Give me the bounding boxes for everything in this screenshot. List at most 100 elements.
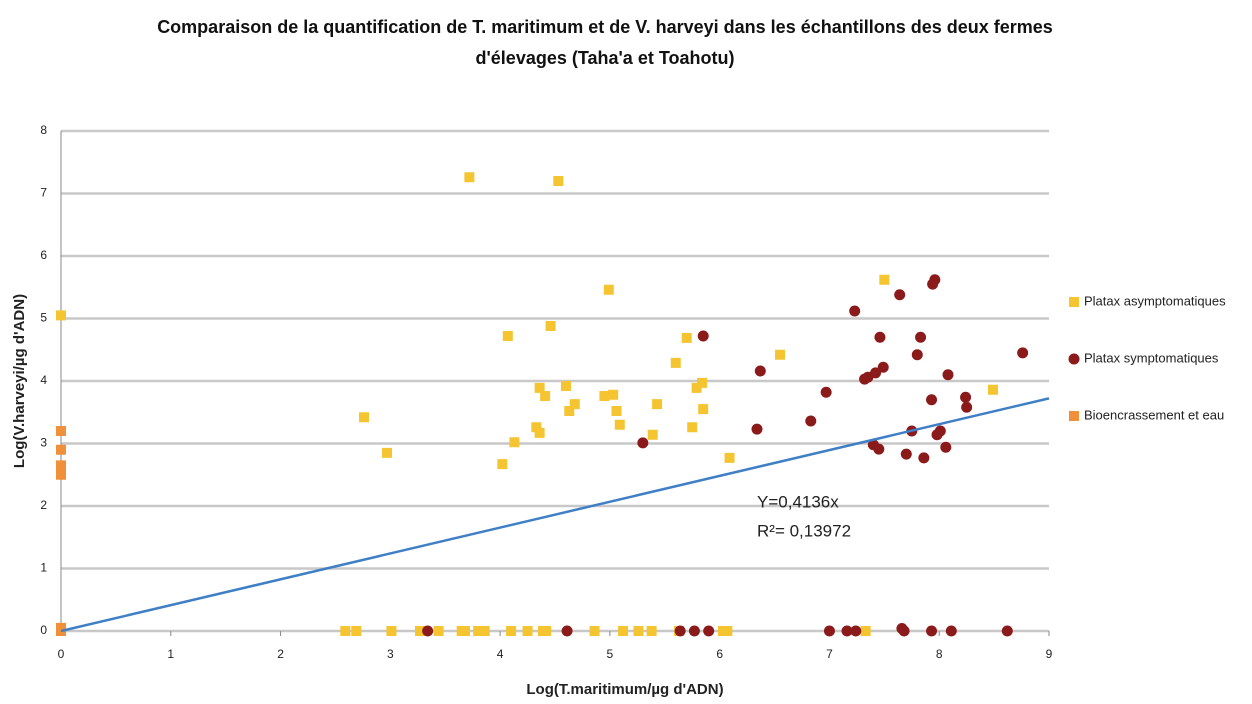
data-point [589,626,600,636]
data-point [564,406,575,416]
data-point [898,625,910,637]
data-point [569,399,580,410]
legend-marker [1069,297,1079,307]
data-point [618,626,629,636]
data-point [414,626,425,636]
data-point [688,625,700,637]
data-point [611,406,622,416]
data-point [960,391,972,403]
data-point [687,422,698,433]
data-point [473,626,484,636]
data-point [603,284,614,295]
data-point [614,419,625,430]
data-point [674,625,686,637]
data-point [860,626,871,636]
data-point [697,377,708,388]
x-tick-label: 4 [497,647,504,661]
data-point [722,626,733,636]
legend-marker [1069,411,1079,421]
data-point [697,330,709,342]
data-point [670,357,681,368]
data-point [599,391,610,401]
x-axis-label: Log(T.maritimum/µg d'ADN) [526,681,723,698]
data-point [464,172,475,183]
y-tick-label: 3 [40,436,47,450]
x-tick-label: 0 [58,647,65,661]
data-point [522,626,533,636]
data-point [534,427,545,438]
data-point [894,289,906,301]
data-point [691,382,702,393]
data-point [879,274,890,285]
data-point [823,625,835,637]
data-point [681,332,692,343]
y-axis-label: Log(V.harveyi/µg d'ADN) [11,294,28,468]
y-tick-label: 2 [40,498,47,512]
data-point [553,176,564,186]
data-point [841,625,853,637]
data-point [724,452,735,463]
data-point [698,404,709,415]
data-point [647,429,658,440]
data-point [351,626,362,636]
data-point [703,625,715,637]
x-tick-label: 1 [167,647,174,661]
data-point [637,437,649,449]
data-point [820,386,832,398]
data-point [874,331,886,343]
data-point [918,452,930,464]
trendline-equation: Y=0,4136x [757,492,839,511]
legend-label: Platax symptomatiques [1084,350,1219,365]
data-point [56,426,66,436]
data-point [56,460,66,471]
y-tick-label: 4 [40,373,47,387]
data-point [545,321,556,331]
data-point [633,626,644,636]
data-point [1001,625,1013,637]
data-point [849,305,861,317]
chart-title: Comparaison de la quantification de T. m… [157,17,1053,68]
legend-marker [1068,353,1080,365]
data-point [754,365,766,377]
data-point [652,399,663,410]
data-point [870,367,882,379]
data-point [56,469,66,480]
x-tick-label: 9 [1046,647,1053,661]
x-tick-label: 7 [826,647,833,661]
data-point [497,459,508,470]
data-point [608,389,619,400]
data-point [900,448,912,460]
data-point [646,626,657,636]
data-point [751,423,763,435]
data-point [340,626,351,636]
y-tick-label: 1 [40,561,47,575]
data-point [961,401,973,413]
data-point [934,425,946,437]
data-point [541,626,552,636]
data-point [502,331,513,341]
data-point [926,394,938,406]
data-point [56,310,66,321]
data-point [940,441,952,453]
data-point [531,422,542,433]
data-point [911,349,923,361]
data-point [945,625,957,637]
data-point [877,361,889,373]
data-point [561,625,573,637]
data-point [929,274,941,286]
trendline-r2: R²= 0,13972 [757,521,851,540]
y-tick-label: 5 [40,311,47,325]
data-point [1017,347,1029,359]
data-point [358,412,369,423]
y-tick-label: 0 [40,623,47,637]
x-tick-label: 3 [387,647,394,661]
data-point [534,382,545,393]
legend-label: Bioencrassement et eau [1084,407,1224,422]
data-point [386,626,397,636]
data-point [422,625,434,637]
x-tick-label: 8 [936,647,943,661]
data-point [873,443,885,455]
data-point [988,384,999,395]
data-point [540,391,551,401]
